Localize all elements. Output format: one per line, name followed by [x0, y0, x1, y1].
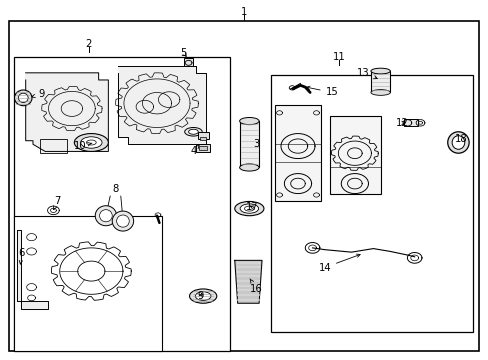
Text: 8: 8 — [112, 184, 119, 194]
Bar — [199, 146, 206, 150]
Bar — [239, 121, 259, 167]
Ellipse shape — [95, 206, 116, 226]
Text: 4: 4 — [190, 145, 199, 157]
Text: 16: 16 — [249, 279, 263, 294]
Bar — [403, 119, 417, 126]
Ellipse shape — [244, 206, 254, 211]
Text: 3: 3 — [253, 139, 259, 149]
Bar — [370, 71, 389, 93]
Ellipse shape — [81, 137, 102, 148]
Ellipse shape — [370, 68, 389, 74]
Text: 11: 11 — [332, 52, 345, 62]
Text: 15: 15 — [306, 86, 338, 98]
Ellipse shape — [447, 132, 468, 153]
Bar — [14, 57, 229, 351]
Ellipse shape — [189, 289, 216, 303]
Text: 18: 18 — [454, 134, 466, 144]
Text: 17: 17 — [245, 202, 258, 212]
Text: 9: 9 — [32, 89, 44, 99]
Text: 2: 2 — [85, 39, 92, 49]
Text: 12: 12 — [395, 118, 408, 128]
Ellipse shape — [234, 202, 264, 216]
Polygon shape — [118, 66, 205, 144]
Ellipse shape — [100, 210, 112, 222]
Ellipse shape — [184, 127, 202, 136]
Ellipse shape — [112, 211, 133, 231]
Text: 6: 6 — [19, 248, 25, 264]
Text: 10: 10 — [74, 141, 92, 151]
Bar — [40, 139, 67, 153]
Ellipse shape — [370, 90, 389, 95]
Ellipse shape — [240, 204, 258, 213]
Ellipse shape — [116, 215, 129, 227]
Bar — [183, 58, 193, 66]
Polygon shape — [234, 260, 262, 303]
Bar — [329, 116, 380, 194]
Ellipse shape — [15, 90, 32, 106]
Ellipse shape — [74, 134, 108, 152]
Text: 7: 7 — [54, 197, 61, 210]
Ellipse shape — [195, 292, 210, 300]
Polygon shape — [26, 73, 108, 152]
Ellipse shape — [451, 136, 464, 149]
Ellipse shape — [239, 117, 259, 125]
Bar — [198, 132, 208, 139]
Text: 9: 9 — [197, 291, 203, 301]
Ellipse shape — [19, 93, 28, 103]
Bar — [200, 137, 205, 140]
Bar — [196, 144, 210, 152]
Text: 13: 13 — [357, 68, 376, 79]
Ellipse shape — [86, 140, 96, 145]
Text: 14: 14 — [318, 254, 359, 273]
Text: 5: 5 — [180, 48, 186, 58]
Bar — [274, 105, 320, 202]
Text: 1: 1 — [241, 7, 247, 17]
Polygon shape — [17, 230, 47, 309]
Bar — [14, 216, 162, 351]
Bar — [271, 75, 472, 332]
Ellipse shape — [239, 164, 259, 171]
Ellipse shape — [188, 129, 198, 134]
